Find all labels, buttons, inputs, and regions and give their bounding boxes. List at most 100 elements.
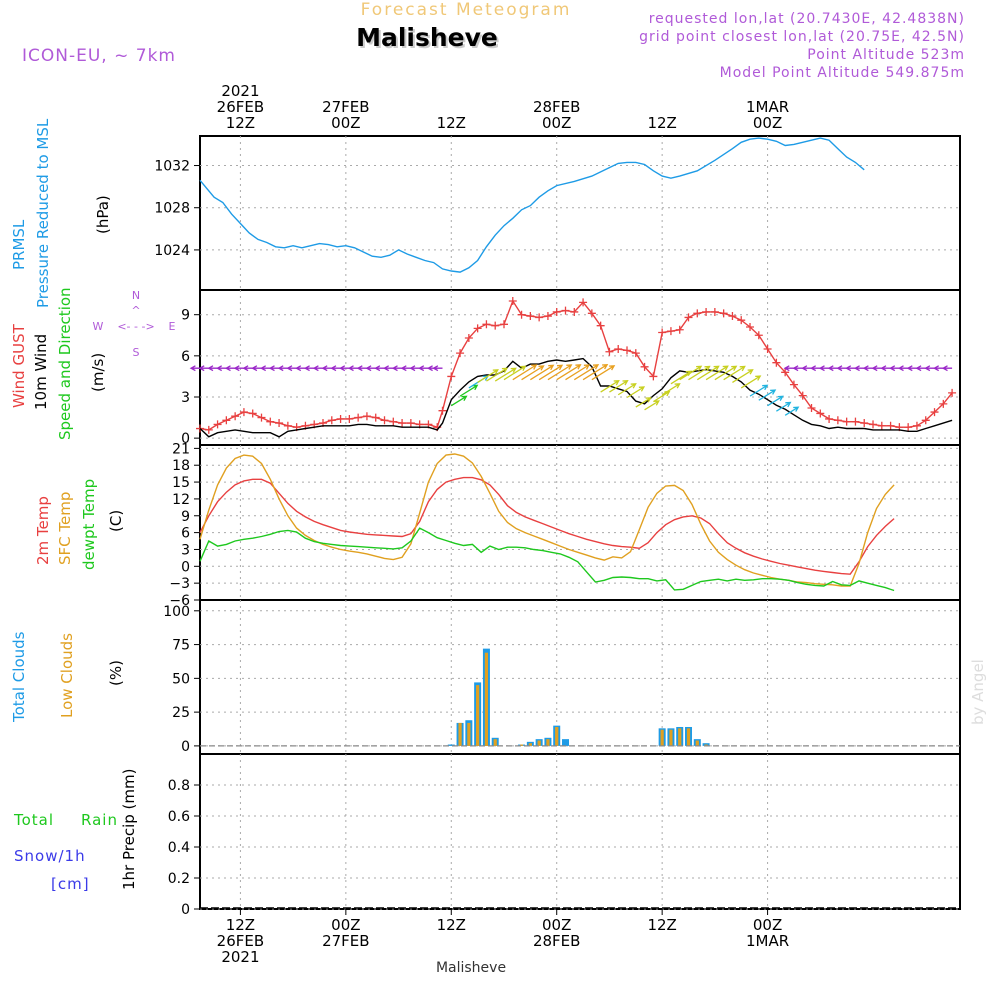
snow-unit: [cm] xyxy=(51,875,90,893)
low-clouds-bar xyxy=(660,729,664,746)
dewpt-temp-line xyxy=(199,527,895,592)
wind-arrow xyxy=(530,364,555,381)
low-clouds-bar xyxy=(555,726,559,746)
gust-marker xyxy=(543,312,552,321)
wind-tick-label: 6 xyxy=(181,349,190,365)
gust-marker xyxy=(658,328,667,337)
total-clouds-label: Total Clouds xyxy=(10,631,28,723)
temp-dewpt-label: dewpt Temp xyxy=(80,479,98,570)
gust-marker xyxy=(283,421,292,430)
gust-marker xyxy=(921,416,930,425)
gust-marker xyxy=(275,419,284,428)
total-clouds-bar xyxy=(447,744,455,746)
wind-arrow xyxy=(827,365,838,372)
wind-unit: (m/s) xyxy=(89,353,107,392)
gust-marker xyxy=(781,368,790,377)
gust-marker xyxy=(517,310,526,319)
wind-arrow xyxy=(626,386,646,399)
low-clouds-bar xyxy=(528,743,532,746)
gust-marker xyxy=(222,416,231,425)
low-clouds-bar xyxy=(678,728,682,746)
wind-arrow xyxy=(432,365,443,372)
wind-arrow xyxy=(696,365,720,381)
wind-arrow xyxy=(758,389,777,401)
time-label-bottom: 26FEB xyxy=(217,932,264,950)
temp-unit: (C) xyxy=(107,510,125,532)
low-clouds-bar xyxy=(546,739,550,746)
temperature-tick-label: −6 xyxy=(169,593,190,609)
gust-marker xyxy=(605,347,614,356)
gust-marker xyxy=(789,380,798,389)
wind-arrow xyxy=(512,364,538,381)
gust-marker xyxy=(482,320,491,329)
footer-location: Malisheve xyxy=(436,960,506,976)
gust-marker xyxy=(666,327,675,336)
pressure-panel: 1024 1028 1032 xyxy=(154,135,961,291)
gust-marker xyxy=(456,349,465,358)
gust-marker xyxy=(204,425,213,434)
prmsl-line xyxy=(199,137,865,273)
precip-tick-label: 0.6 xyxy=(168,809,190,825)
snow-label: Snow/1h xyxy=(14,847,86,865)
wind-arrow xyxy=(450,395,468,407)
temperature-tick-label: 18 xyxy=(172,458,190,474)
time-label-bottom: 12Z xyxy=(647,916,676,934)
compass-vertical: ^ xyxy=(131,304,140,317)
gust-marker xyxy=(816,409,825,418)
time-label-top: 1MAR xyxy=(746,98,789,116)
gust-marker xyxy=(702,307,711,316)
wind-arrow xyxy=(582,363,609,381)
wind-arrow xyxy=(644,400,660,411)
time-label-top: 00Z xyxy=(753,114,782,132)
wind-arrow xyxy=(556,364,582,381)
gust-marker xyxy=(825,414,834,423)
gust-marker xyxy=(596,321,605,330)
low-clouds-bar xyxy=(669,729,673,746)
gust-marker xyxy=(389,417,398,426)
plot-area: 1024102810320369−6−303691215182102550751… xyxy=(154,82,961,966)
model-label: ICON-EU, ~ 7km xyxy=(22,46,176,66)
time-label-top: 00Z xyxy=(331,114,360,132)
2m-temp-line xyxy=(199,476,895,575)
gust-marker xyxy=(398,419,407,428)
wind-arrow xyxy=(521,365,545,381)
chart-subtitle: Forecast Meteogram xyxy=(361,0,572,20)
grid-point-coords: grid point closest lon,lat (20.75E, 42.5… xyxy=(639,29,965,45)
temperature-tick-label: 9 xyxy=(181,509,190,525)
low-clouds-bar xyxy=(467,722,471,746)
time-label-bottom: 28FEB xyxy=(533,932,580,950)
low-clouds-bar xyxy=(484,652,489,746)
wind-arrow xyxy=(565,364,591,381)
time-label-bottom: 00Z xyxy=(331,916,360,934)
wind-tick-label: 3 xyxy=(181,390,190,406)
wind-arrow xyxy=(679,365,703,381)
gust-marker xyxy=(930,408,939,417)
gust-marker xyxy=(746,323,755,332)
wind-tick-label: 0 xyxy=(181,431,190,447)
precip-unit: 1hr Precip (mm) xyxy=(120,769,138,890)
wind-arrow xyxy=(889,365,900,372)
compass-west: W xyxy=(93,320,104,333)
wind-arrow xyxy=(749,384,769,397)
clouds-tick-label: 0 xyxy=(181,739,190,755)
gust-marker xyxy=(631,349,640,358)
wind-tick-label: 9 xyxy=(181,308,190,324)
wind-arrow xyxy=(767,395,784,407)
gust-marker xyxy=(213,420,222,429)
gust-marker xyxy=(710,307,719,316)
gust-marker xyxy=(754,331,763,340)
wind-arrow xyxy=(723,365,746,381)
wind-speed-dir-label: Speed and Direction xyxy=(56,287,74,440)
time-label-bottom: 2021 xyxy=(221,948,259,966)
compass-east: E xyxy=(169,320,176,333)
wind-arrow xyxy=(776,401,792,412)
gust-marker xyxy=(473,324,482,333)
gust-marker xyxy=(526,312,535,321)
wind-arrow xyxy=(635,397,652,408)
low-clouds-bar xyxy=(537,740,541,746)
gust-marker xyxy=(851,417,860,426)
time-label-top: 27FEB xyxy=(322,98,369,116)
gust-marker xyxy=(684,313,693,322)
time-label-bottom: 00Z xyxy=(753,916,782,934)
